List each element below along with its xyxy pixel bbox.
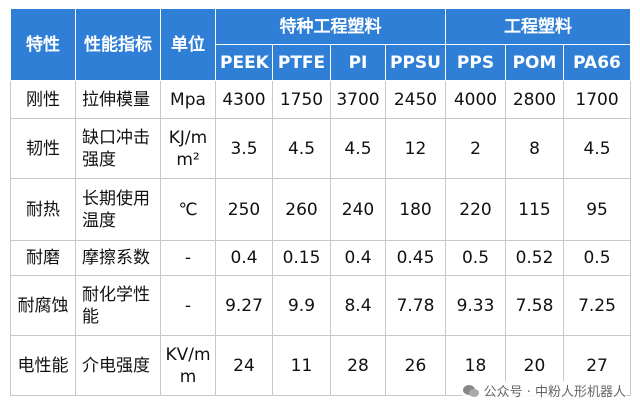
value-cell: 26	[385, 335, 446, 396]
value-cell: 1700	[562, 80, 632, 119]
unit-cell: Mpa	[160, 80, 216, 119]
header-row: 特性 性能指标 单位 特种工程塑料 工程塑料	[10, 8, 632, 81]
header-cell: 特性	[10, 8, 76, 81]
value-cell: 11	[272, 335, 331, 396]
value-cell: 24	[215, 335, 273, 396]
value-cell: 0.52	[505, 240, 564, 276]
value-cell: 4.5	[562, 118, 632, 179]
value-cell: 2800	[505, 80, 564, 119]
body-row: 耐腐蚀 耐化学性能 -9.27 9.9 8.4 7.78 9.33 7.58 7.25	[10, 275, 632, 336]
value-cell: 0.4	[215, 240, 273, 276]
body-row: 刚性 拉伸模量 Mpa 4300 1750 3700 2450 4000 2800 1700	[10, 80, 632, 119]
unit-cell: KJ/mm²	[160, 118, 216, 179]
value-cell: 260	[272, 178, 331, 241]
material-header: PEEK	[215, 44, 273, 81]
unit-cell: -	[160, 275, 216, 336]
value-cell: 9.9	[272, 275, 331, 336]
body-row: 韧性 缺口冲击强度 KJ/mm² 3.5 4.5 4.5 12 2 8 4.5	[10, 118, 632, 179]
metric-cell: 摩擦系数	[75, 240, 161, 276]
unit-cell: -	[160, 240, 216, 276]
value-cell: 7.25	[562, 275, 632, 336]
metric-cell: 介电强度	[75, 335, 161, 396]
metric-cell: 缺口冲击强度	[75, 118, 161, 179]
watermark: 公众号 · 中粉人形机器人	[461, 381, 626, 400]
value-cell: 2450	[385, 80, 446, 119]
header-row: PEEK PTFE PI PPSU PPS POM PA66	[11, 44, 632, 81]
watermark-text: 公众号 · 中粉人形机器人	[483, 385, 626, 400]
value-cell: 95	[562, 178, 632, 241]
value-cell: 4300	[215, 80, 273, 119]
value-cell: 12	[385, 118, 446, 179]
value-cell: 28	[330, 335, 386, 396]
group-header: 工程塑料	[444, 8, 632, 45]
value-cell: 250	[215, 178, 273, 241]
property-table: 特性 性能指标 单位 特种工程塑料 工程塑料 PEEK PTFE PI PPSU PPS POM PA…	[10, 8, 632, 396]
value-cell: 7.58	[505, 275, 564, 336]
value-cell: 3700	[330, 80, 386, 119]
material-header: PI	[330, 44, 386, 81]
value-cell: 7.78	[385, 275, 446, 336]
value-cell: 0.4	[330, 240, 386, 276]
body-row: 耐磨 摩擦系数 -0.4 0.15 0.4 0.45 0.5 0.52 0.5	[10, 240, 632, 276]
value-cell: 2	[445, 118, 506, 179]
property-cell: 电性能	[10, 335, 76, 396]
body-row: 耐热 长期使用温度 ℃ 250 260 240 180 220 115 95	[10, 178, 632, 241]
value-cell: 0.5	[562, 240, 632, 276]
value-cell: 180	[385, 178, 446, 241]
group-header: 特种工程塑料	[215, 8, 446, 45]
value-cell: 9.33	[445, 275, 506, 336]
metric-cell: 长期使用温度	[75, 178, 161, 241]
value-cell: 4.5	[330, 118, 386, 179]
property-cell: 耐热	[10, 178, 76, 241]
value-cell: 9.27	[215, 275, 273, 336]
material-header: PPSU	[385, 44, 446, 81]
value-cell: 8	[505, 118, 564, 179]
material-header: POM	[505, 44, 564, 81]
value-cell: 115	[505, 178, 564, 241]
value-cell: 0.5	[445, 240, 506, 276]
value-cell: 1750	[272, 80, 331, 119]
header-cell: 单位	[160, 8, 216, 81]
material-header: PTFE	[272, 44, 331, 81]
property-cell: 耐腐蚀	[10, 275, 76, 336]
header-cell: 性能指标	[75, 8, 161, 81]
metric-cell: 拉伸模量	[75, 80, 161, 119]
value-cell: 3.5	[215, 118, 273, 179]
value-cell: 240	[330, 178, 386, 241]
value-cell: 4.5	[272, 118, 331, 179]
value-cell: 0.15	[272, 240, 331, 276]
material-header: PPS	[445, 44, 506, 81]
value-cell: 0.45	[385, 240, 446, 276]
property-cell: 韧性	[10, 118, 76, 179]
property-cell: 耐磨	[10, 240, 76, 276]
unit-cell: ℃	[160, 178, 216, 241]
value-cell: 220	[445, 178, 506, 241]
value-cell: 4000	[445, 80, 506, 119]
material-header: PA66	[562, 44, 632, 81]
metric-cell: 耐化学性能	[75, 275, 161, 336]
wechat-icon	[462, 384, 479, 397]
property-cell: 刚性	[10, 80, 76, 119]
unit-cell: KV/mm	[160, 335, 216, 396]
value-cell: 8.4	[330, 275, 386, 336]
